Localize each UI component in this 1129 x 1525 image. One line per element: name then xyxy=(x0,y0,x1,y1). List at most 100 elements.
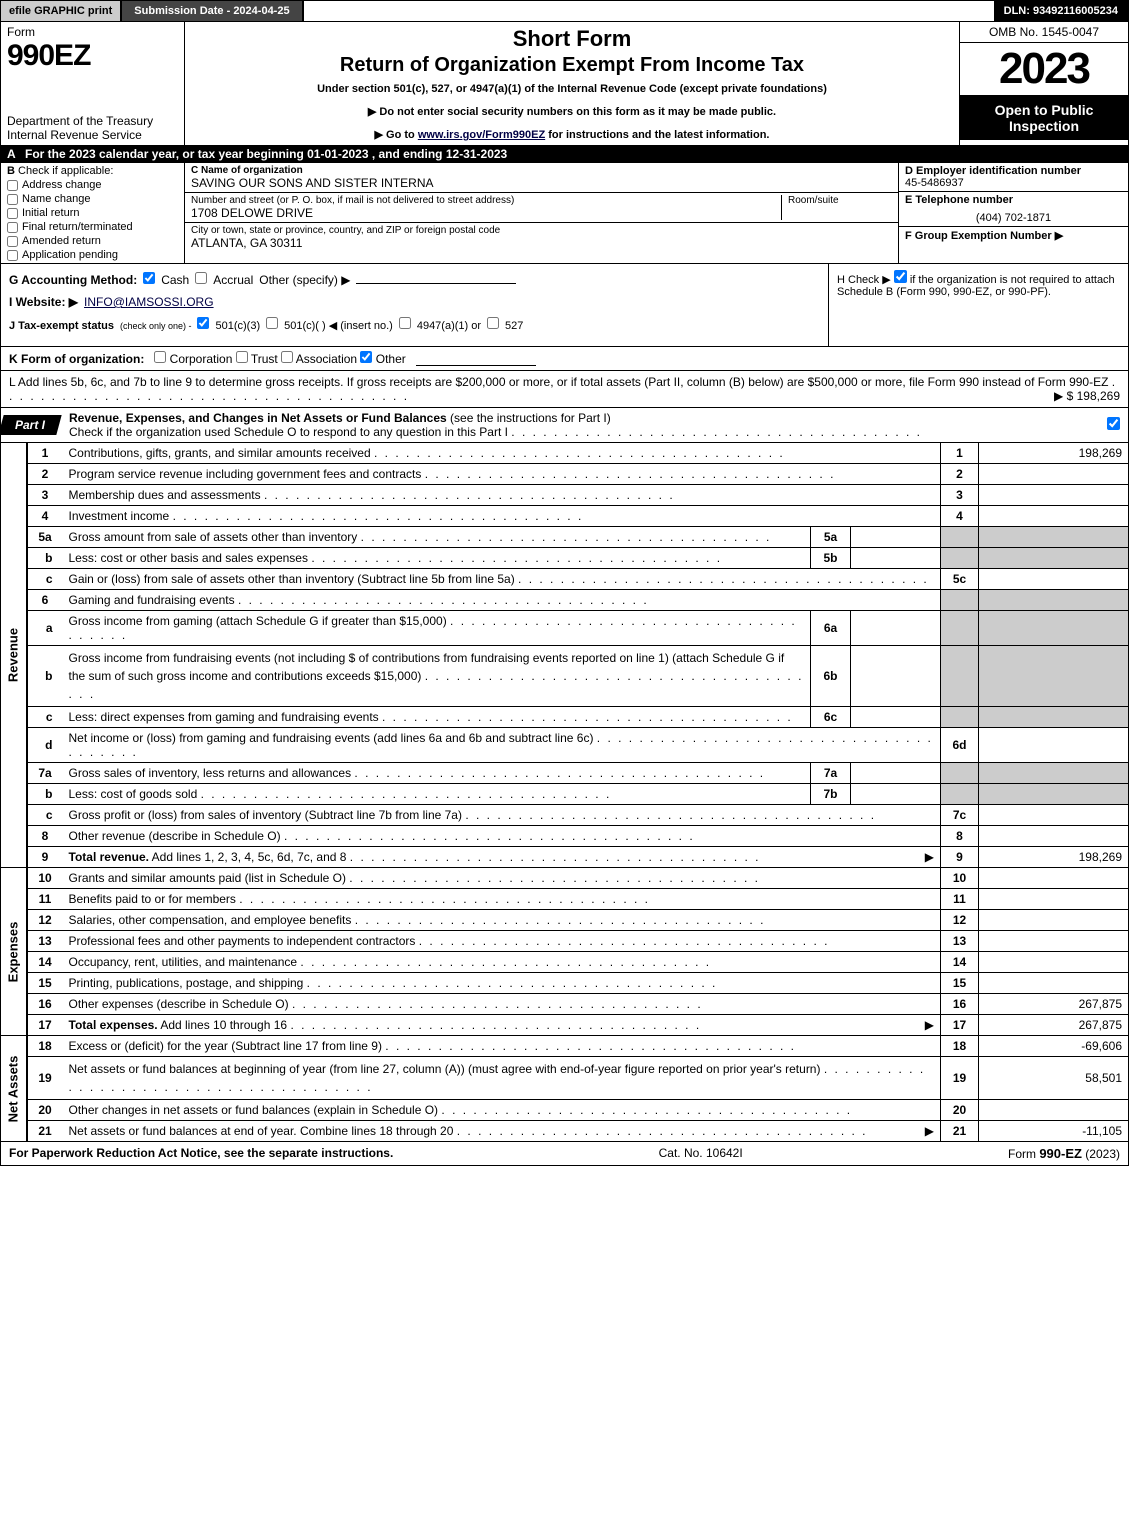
b-label: Check if applicable: xyxy=(18,165,113,177)
g-accrual-check[interactable] xyxy=(195,272,207,284)
g-cash-check[interactable] xyxy=(143,272,155,284)
table-row: 14Occupancy, rent, utilities, and mainte… xyxy=(1,952,1129,973)
k-checkbox-0[interactable] xyxy=(154,351,166,363)
line-desc: Gross income from fundraising events (no… xyxy=(63,646,811,707)
k-other-blank xyxy=(416,352,536,366)
efile-print-link[interactable]: efile GRAPHIC print xyxy=(9,5,112,17)
tax-year: 2023 xyxy=(960,43,1128,96)
line-i: I Website: ▶ INFO@IAMSOSSI.ORG xyxy=(9,295,820,309)
col-b: B Check if applicable: Address changeNam… xyxy=(1,163,185,263)
b-checkbox-5[interactable] xyxy=(7,250,18,261)
table-row: 7aGross sales of inventory, less returns… xyxy=(1,763,1129,784)
line-desc: Gain or (loss) from sale of assets other… xyxy=(63,569,941,590)
table-row: Expenses10Grants and similar amounts pai… xyxy=(1,868,1129,889)
mini-line-num: 5b xyxy=(811,548,851,569)
b-checkbox-4[interactable] xyxy=(7,236,18,247)
line-desc: Occupancy, rent, utilities, and maintena… xyxy=(63,952,941,973)
notice-goto: ▶ Go to www.irs.gov/Form990EZ for instru… xyxy=(193,128,951,141)
table-row: cLess: direct expenses from gaming and f… xyxy=(1,707,1129,728)
b-checkbox-0[interactable] xyxy=(7,180,18,191)
line-number: 7a xyxy=(27,763,63,784)
line-number: a xyxy=(27,611,63,646)
e-label: E Telephone number xyxy=(905,194,1013,206)
line-desc: Investment income xyxy=(63,506,941,527)
b-option-1[interactable]: Name change xyxy=(7,193,178,205)
val-col xyxy=(979,931,1129,952)
line-a-letter: A xyxy=(7,147,16,161)
val-col: 198,269 xyxy=(979,443,1129,464)
c-city-row: City or town, state or province, country… xyxy=(185,223,898,252)
table-row: 12Salaries, other compensation, and empl… xyxy=(1,910,1129,931)
irs-link[interactable]: www.irs.gov/Form990EZ xyxy=(418,129,545,141)
val-col xyxy=(979,826,1129,847)
form-word: Form xyxy=(7,25,178,39)
table-row: bLess: cost or other basis and sales exp… xyxy=(1,548,1129,569)
val-col: 58,501 xyxy=(979,1057,1129,1100)
table-row: 11Benefits paid to or for members 11 xyxy=(1,889,1129,910)
ein-value: 45-5486937 xyxy=(905,177,1122,189)
org-city: ATLANTA, GA 30311 xyxy=(191,236,892,250)
line-number: 3 xyxy=(27,485,63,506)
num-col xyxy=(941,784,979,805)
num-col xyxy=(941,646,979,707)
num-col: 14 xyxy=(941,952,979,973)
k-checkbox-2[interactable] xyxy=(281,351,293,363)
j-501c3-check[interactable] xyxy=(197,317,209,329)
b-option-2[interactable]: Initial return xyxy=(7,207,178,219)
val-col xyxy=(979,590,1129,611)
line-h: H Check ▶ if the organization is not req… xyxy=(828,264,1128,346)
b-checkbox-3[interactable] xyxy=(7,222,18,233)
line-number: 2 xyxy=(27,464,63,485)
k-checkbox-1[interactable] xyxy=(236,351,248,363)
mini-line-val xyxy=(851,548,941,569)
part1-header: Part I Revenue, Expenses, and Changes in… xyxy=(0,408,1129,443)
d-block: D Employer identification number 45-5486… xyxy=(899,163,1128,192)
k-option-1: Trust xyxy=(248,352,281,366)
c-room-label: Room/suite xyxy=(788,195,892,206)
line-desc: Less: cost of goods sold xyxy=(63,784,811,805)
num-col: 2 xyxy=(941,464,979,485)
k-checkbox-3[interactable] xyxy=(360,351,372,363)
e-block: E Telephone number (404) 702-1871 xyxy=(899,192,1128,227)
efile-print-box: efile GRAPHIC print xyxy=(1,1,122,21)
j-4947-check[interactable] xyxy=(399,317,411,329)
line-k: K Form of organization: Corporation Trus… xyxy=(0,347,1129,371)
footer-left: For Paperwork Reduction Act Notice, see … xyxy=(9,1146,393,1161)
line-l: L Add lines 5b, 6c, and 7b to line 9 to … xyxy=(0,371,1129,408)
num-col: 13 xyxy=(941,931,979,952)
b-option-5[interactable]: Application pending xyxy=(7,249,178,261)
num-col: 20 xyxy=(941,1100,979,1121)
line-desc: Total revenue. Add lines 1, 2, 3, 4, 5c,… xyxy=(63,847,941,868)
f-block: F Group Exemption Number ▶ xyxy=(899,227,1128,244)
val-col xyxy=(979,910,1129,931)
c-addr-row: Number and street (or P. O. box, if mail… xyxy=(185,193,898,223)
b-checkbox-1[interactable] xyxy=(7,194,18,205)
num-col: 12 xyxy=(941,910,979,931)
line-desc: Less: direct expenses from gaming and fu… xyxy=(63,707,811,728)
line-a: A For the 2023 calendar year, or tax yea… xyxy=(0,145,1129,163)
b-option-3[interactable]: Final return/terminated xyxy=(7,221,178,233)
h-check[interactable] xyxy=(894,270,907,283)
num-col: 21 xyxy=(941,1121,979,1142)
line-number: c xyxy=(27,805,63,826)
ghij-left: G Accounting Method: Cash Accrual Other … xyxy=(1,264,828,346)
j-527-check[interactable] xyxy=(487,317,499,329)
part1-checkbox[interactable] xyxy=(1107,417,1120,430)
website-link[interactable]: INFO@IAMSOSSI.ORG xyxy=(84,295,214,309)
num-col: 17 xyxy=(941,1015,979,1036)
b-checkbox-2[interactable] xyxy=(7,208,18,219)
table-row: bGross income from fundraising events (n… xyxy=(1,646,1129,707)
line-desc: Less: cost or other basis and sales expe… xyxy=(63,548,811,569)
val-col xyxy=(979,611,1129,646)
block-bcdef: B Check if applicable: Address changeNam… xyxy=(0,163,1129,264)
val-col xyxy=(979,485,1129,506)
b-option-0[interactable]: Address change xyxy=(7,179,178,191)
j-501c-check[interactable] xyxy=(266,317,278,329)
b-option-4[interactable]: Amended return xyxy=(7,235,178,247)
form-number: 990EZ xyxy=(7,39,178,73)
table-row: Net Assets18Excess or (deficit) for the … xyxy=(1,1036,1129,1057)
c-name-row: C Name of organization SAVING OUR SONS A… xyxy=(185,163,898,193)
line-number: b xyxy=(27,784,63,805)
submission-date-box: Submission Date - 2024-04-25 xyxy=(122,1,303,21)
g-label: G Accounting Method: xyxy=(9,273,137,287)
